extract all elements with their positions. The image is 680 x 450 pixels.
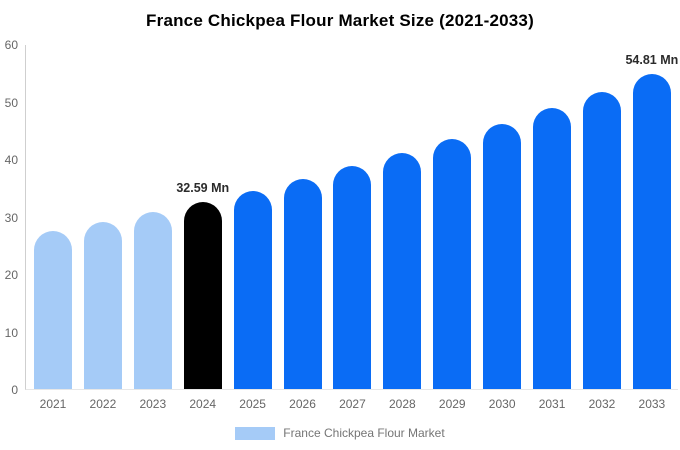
x-tick-label-2023: 2023 xyxy=(139,397,167,411)
bar-2021[interactable] xyxy=(34,231,72,389)
x-tick-label-2025: 2025 xyxy=(239,397,266,411)
x-tick-label-2028: 2028 xyxy=(388,397,416,411)
bar-column-2033: 54.81 Mn 2033 xyxy=(625,45,678,411)
x-tick-label-2032: 2032 xyxy=(588,397,616,411)
x-tick-label-2027: 2027 xyxy=(339,397,366,411)
bar-column-2032: 2032 xyxy=(582,45,621,411)
bar-value-label-2033: 54.81 Mn xyxy=(625,52,679,67)
bar-2027[interactable] xyxy=(333,166,372,389)
x-tick-label-2026: 2026 xyxy=(289,397,316,411)
x-tick-label-2031: 2031 xyxy=(538,397,566,411)
bar-column-2028: 2028 xyxy=(383,45,422,411)
bar-2031[interactable] xyxy=(533,108,572,389)
legend[interactable]: France Chickpea Flour Market xyxy=(0,426,680,440)
y-tick-label: 50 xyxy=(4,95,18,110)
chart-title: France Chickpea Flour Market Size (2021-… xyxy=(146,11,534,30)
y-tick-label: 10 xyxy=(4,325,18,340)
bar-column-2024: 32.59 Mn 2024 xyxy=(176,45,229,411)
x-tick-label-2022: 2022 xyxy=(89,397,117,411)
x-tick-label-2024: 2024 xyxy=(189,397,217,411)
bar-2026[interactable] xyxy=(283,178,322,389)
legend-swatch xyxy=(235,426,276,440)
x-tick-label-2030: 2030 xyxy=(488,397,516,411)
bar-2030[interactable] xyxy=(483,123,522,389)
bar-column-2030: 2030 xyxy=(483,45,522,411)
bar-column-2021: 2021 xyxy=(34,45,72,411)
bar-2028[interactable] xyxy=(383,152,422,389)
y-tick-label: 20 xyxy=(4,268,18,282)
y-tick-label: 60 xyxy=(4,38,18,52)
legend-label: France Chickpea Flour Market xyxy=(283,426,445,440)
bar-column-2023: 2023 xyxy=(133,45,172,411)
x-tick-label-2029: 2029 xyxy=(438,397,466,411)
bar-2033[interactable] xyxy=(632,73,671,389)
bar-2025[interactable] xyxy=(233,190,272,389)
bar-2029[interactable] xyxy=(433,138,472,389)
plot-area: 2021 2022 2023 32.59 Mn 2024 2025 2026 2027 2028… xyxy=(25,45,678,411)
y-axis: 0 10 20 30 40 50 60 xyxy=(0,38,18,397)
bar-column-2025: 2025 xyxy=(233,45,272,411)
y-tick-label: 40 xyxy=(4,153,18,167)
bar-column-2026: 2026 xyxy=(283,45,322,411)
x-tick-label-2021: 2021 xyxy=(39,397,67,411)
bar-column-2029: 2029 xyxy=(433,45,472,411)
x-tick-label-2033: 2033 xyxy=(638,397,666,411)
y-tick-label: 0 xyxy=(11,383,18,397)
bar-2032[interactable] xyxy=(582,91,621,389)
bar-2022[interactable] xyxy=(83,222,122,389)
bar-2024[interactable] xyxy=(183,201,222,389)
bar-2023[interactable] xyxy=(133,212,172,389)
bar-column-2022: 2022 xyxy=(83,45,122,411)
y-tick-label: 30 xyxy=(4,210,18,225)
bar-column-2031: 2031 xyxy=(533,45,572,411)
bar-value-label-2024: 32.59 Mn xyxy=(176,180,230,195)
bar-column-2027: 2027 xyxy=(333,45,372,411)
